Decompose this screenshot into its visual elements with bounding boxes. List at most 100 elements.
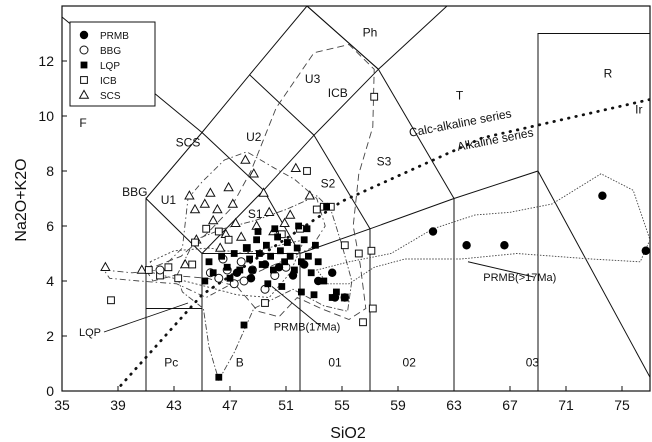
annotation-leader bbox=[467, 261, 534, 278]
prmb-marker bbox=[428, 227, 438, 236]
lqp-marker bbox=[201, 277, 209, 285]
icb-marker bbox=[202, 224, 211, 233]
x-tick-label: 71 bbox=[558, 397, 574, 413]
field-label: F bbox=[79, 116, 86, 130]
lqp-marker bbox=[281, 258, 288, 266]
x-tick-label: 67 bbox=[502, 397, 518, 413]
icb-marker bbox=[144, 266, 153, 274]
x-axis-title-text: SiO2 bbox=[330, 425, 366, 442]
prmb-marker bbox=[598, 191, 607, 200]
lqp-marker bbox=[310, 291, 318, 299]
icb-marker bbox=[261, 299, 269, 307]
scs-marker bbox=[179, 258, 191, 269]
icb-marker bbox=[367, 246, 376, 255]
legend-label: SCS bbox=[100, 91, 121, 102]
scs-marker bbox=[184, 190, 195, 200]
lqp-marker bbox=[295, 222, 302, 230]
lqp-marker bbox=[298, 288, 305, 296]
scs-marker bbox=[100, 261, 111, 271]
scs-marker bbox=[284, 209, 296, 219]
prmb-marker bbox=[314, 276, 323, 286]
field-label: Ir bbox=[635, 102, 642, 116]
annotation-leader bbox=[103, 302, 189, 333]
x-tick-label: 63 bbox=[446, 397, 462, 413]
field-label: T bbox=[456, 89, 464, 103]
icb-marker bbox=[164, 263, 173, 272]
icb-marker bbox=[174, 274, 183, 283]
lqp-marker bbox=[264, 280, 272, 288]
scs-marker bbox=[205, 187, 216, 197]
bbg-marker bbox=[239, 276, 249, 286]
icb-marker bbox=[188, 260, 197, 269]
field-label: 02 bbox=[403, 355, 417, 369]
lqp-marker bbox=[205, 258, 213, 266]
legend-label: PRMB bbox=[100, 31, 129, 42]
scs-marker bbox=[290, 162, 302, 172]
prmb-marker bbox=[232, 268, 242, 277]
icb-marker bbox=[80, 76, 88, 84]
field-label: 01 bbox=[328, 355, 342, 369]
prmb-marker bbox=[79, 30, 89, 40]
prmb-marker bbox=[246, 274, 256, 283]
x-tick-label: 55 bbox=[334, 397, 350, 413]
plot-frame bbox=[61, 5, 651, 392]
y-tick-label: 0 bbox=[46, 383, 54, 399]
scs-marker bbox=[248, 168, 260, 178]
x-tick-label: 35 bbox=[54, 397, 70, 413]
y-tick-label: 2 bbox=[46, 328, 54, 344]
legend: PRMB BBG LQP ICB SCS bbox=[69, 21, 156, 107]
y-tick-label: 8 bbox=[46, 163, 54, 179]
lqp-marker bbox=[300, 236, 308, 244]
lqp-marker bbox=[263, 241, 270, 249]
annotation-label: PRMB(>17Ma) bbox=[483, 272, 556, 284]
field-boundary bbox=[145, 131, 265, 254]
field-boundary bbox=[378, 6, 448, 70]
field-boundary bbox=[453, 170, 539, 391]
field-boundary bbox=[145, 197, 203, 391]
field-boundary bbox=[263, 190, 301, 254]
field-label: U3 bbox=[305, 72, 321, 86]
icb-marker bbox=[107, 296, 115, 305]
scs-marker bbox=[230, 217, 241, 227]
x-tick-label: 75 bbox=[614, 397, 630, 413]
scs-marker bbox=[240, 154, 251, 164]
field-boundary bbox=[201, 74, 315, 191]
prmb-marker bbox=[500, 241, 509, 250]
x-tick-label: 43 bbox=[166, 397, 182, 413]
prmb-marker bbox=[340, 293, 349, 302]
y-tick-label: 12 bbox=[38, 53, 54, 69]
x-axis-title: SiO2 bbox=[330, 425, 366, 442]
prmb-marker bbox=[288, 271, 298, 280]
lqp-marker bbox=[277, 247, 284, 255]
y-tick-label: 10 bbox=[38, 108, 54, 124]
field-label: SCS bbox=[176, 135, 201, 149]
lqp-marker bbox=[218, 252, 225, 260]
x-tick-label: 47 bbox=[222, 397, 238, 413]
lqp-marker bbox=[215, 373, 223, 381]
field-label: Pc bbox=[164, 355, 178, 369]
scs-marker bbox=[263, 206, 275, 216]
lqp-marker bbox=[253, 236, 260, 244]
lqp-marker bbox=[271, 225, 279, 233]
scs-marker bbox=[189, 203, 201, 214]
bbg-marker bbox=[155, 265, 165, 275]
lqp-envelope bbox=[176, 195, 353, 382]
lqp-marker bbox=[314, 258, 322, 266]
field-label: S1 bbox=[248, 207, 263, 221]
icb-marker bbox=[303, 167, 311, 175]
lqp-marker bbox=[274, 233, 281, 241]
x-tick-label: 51 bbox=[278, 397, 294, 413]
prmb-marker bbox=[330, 293, 340, 302]
y-axis-title: Na2O+K2O bbox=[13, 158, 30, 241]
lqp-marker bbox=[270, 266, 277, 274]
y-axis-title-text: Na2O+K2O bbox=[13, 158, 30, 241]
field-label: U2 bbox=[246, 130, 262, 144]
field-label: 03 bbox=[526, 355, 540, 369]
lqp-marker bbox=[323, 203, 330, 211]
prmb-marker bbox=[260, 260, 270, 269]
scs-marker bbox=[235, 231, 247, 241]
scs-marker bbox=[279, 217, 290, 227]
